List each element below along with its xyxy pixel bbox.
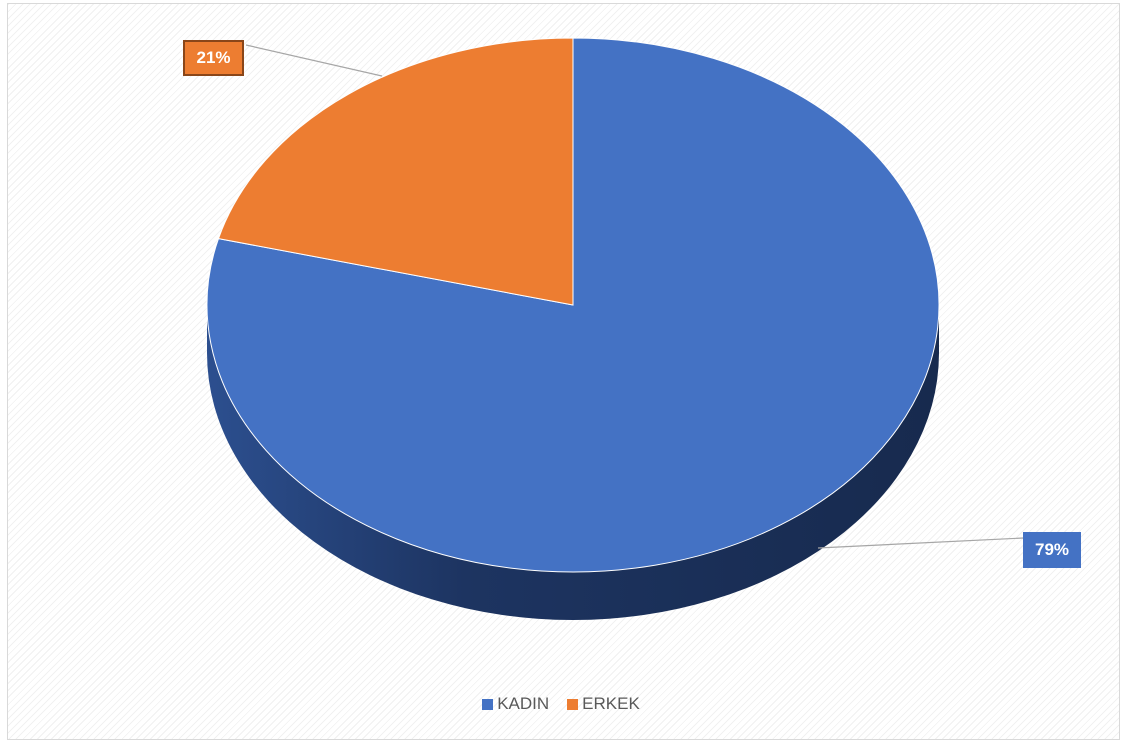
legend-item-kadin: KADIN: [482, 694, 549, 714]
leader-line-kadin: [817, 537, 1024, 549]
leader-line-erkek: [245, 44, 383, 77]
legend-label-erkek: ERKEK: [582, 694, 640, 713]
legend-swatch-kadin: [482, 698, 494, 710]
legend-item-erkek: ERKEK: [567, 694, 640, 714]
legend-label-kadin: KADIN: [497, 694, 550, 713]
pie-slice-erkek: [217, 37, 574, 306]
legend-swatch-erkek: [567, 698, 579, 710]
data-label-erkek: 21%: [183, 40, 244, 76]
data-label-kadin: 79%: [1023, 532, 1081, 568]
pie-side-kadin: [207, 305, 939, 620]
legend: KADIN ERKEK: [0, 694, 1122, 714]
